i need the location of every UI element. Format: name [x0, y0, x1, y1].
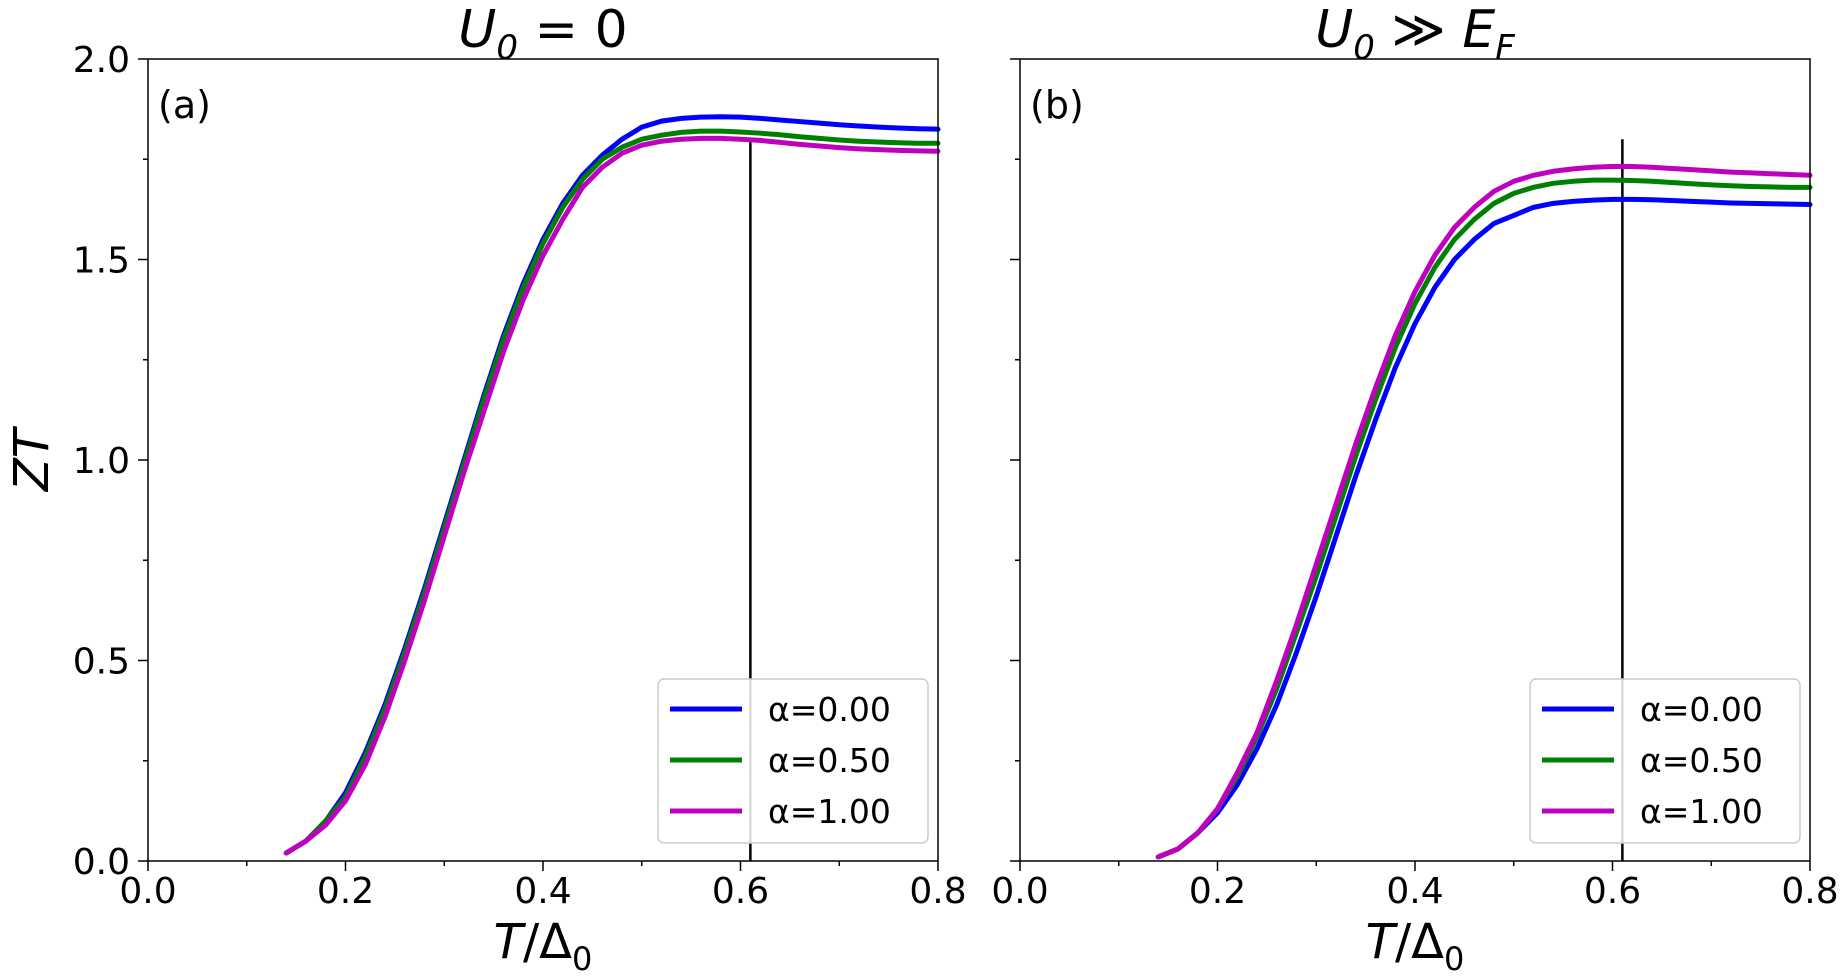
panel-a-series-line-2 [283, 135, 941, 856]
panel-a-legend-box [657, 678, 929, 844]
panel-b-series-line-0 [1155, 196, 1813, 860]
panel-a-title-main: U [458, 0, 496, 60]
panel-a-y-tick-label: 1.0 [73, 441, 130, 482]
panel-a-xlabel-rest: /Δ [523, 914, 572, 970]
panel-b-legend: α=0.00 α=0.50 α=1.00 [1529, 678, 1801, 844]
panel-a-xlabel-sub: 0 [572, 940, 592, 977]
panel-b-y-ticks [1010, 58, 1020, 862]
panel-b-x-tick-label: 0.2 [1189, 871, 1246, 912]
panel-a-xlabel-main: T [494, 914, 527, 970]
panel-b-x-tick-label: 0.8 [1781, 871, 1838, 912]
panel-b-title-sub: 0 [1353, 28, 1375, 68]
panel-a-y-axis-title: ZT [4, 425, 60, 493]
panel-a-legend: α=0.00 α=0.50 α=1.00 [657, 678, 929, 844]
panel-a-x-tick-label: 0.4 [514, 871, 571, 912]
panel-b-x-ticks: 0.0 0.2 0.4 0.6 0.8 [991, 861, 1839, 912]
panel-a-x-ticks: 0.0 0.2 0.4 0.6 0.8 [119, 861, 967, 912]
panel-b-legend-label-0: α=0.00 [1640, 690, 1763, 729]
panel-b-legend-label-2: α=1.00 [1640, 792, 1763, 831]
panel-a-legend-label-0: α=0.00 [768, 690, 891, 729]
panel-a-y-tick-label: 2.0 [73, 40, 130, 81]
panel-b-title-rest: ≫ E [1375, 0, 1495, 60]
panel-a-x-tick-label: 0.2 [317, 871, 374, 912]
panel-b-legend-box [1529, 678, 1801, 844]
panel-a-x-tick-label: 0.8 [909, 871, 966, 912]
panel-b-xlabel-sub: 0 [1444, 940, 1464, 977]
panel-b-title-sub2: F [1495, 28, 1515, 68]
panel-b-x-axis-title: T/Δ0 [1366, 914, 1465, 977]
panel-a-series-line-1 [283, 128, 941, 856]
panel-a-series-lines [283, 114, 941, 856]
panel-a-legend-label-1: α=0.50 [768, 741, 891, 780]
panel-a-x-tick-label: 0.6 [712, 871, 769, 912]
panel-b-series-line-2 [1155, 163, 1813, 860]
panel-b: 0.0 0.2 0.4 0.6 0.8 (b) U0 ≫ EF T/Δ0 α=0.00α… [991, 0, 1838, 977]
panel-a-legend-label-2: α=1.00 [768, 792, 891, 831]
panel-b-xlabel-main: T [1366, 914, 1399, 970]
panel-b-x-tick-label: 0.4 [1386, 871, 1443, 912]
panel-a-y-ticks: 0.0 0.5 1.0 1.5 2.0 [73, 40, 148, 883]
panel-a-label: (a) [158, 83, 211, 127]
panel-a-title-rest: = 0 [518, 0, 628, 60]
panel-a-title: U0 = 0 [458, 0, 627, 68]
panel-b-x-tick-label: 0.6 [1584, 871, 1641, 912]
panel-a: 0.0 0.2 0.4 0.6 0.8 0.00.51.01.52.0 (a) U0 =… [4, 0, 967, 977]
panel-b-title-main: U [1315, 0, 1353, 60]
panel-a-x-tick-label: 0.0 [119, 871, 176, 912]
panel-a-title-sub: 0 [496, 28, 518, 68]
panel-b-series-lines [1155, 163, 1813, 860]
panel-a-y-tick-label: 1.5 [73, 241, 130, 282]
panel-b-xlabel-rest: /Δ [1395, 914, 1444, 970]
panel-a-x-axis-title: T/Δ0 [494, 914, 593, 977]
panel-b-title: U0 ≫ EF [1315, 0, 1515, 68]
panel-b-legend-label-1: α=0.50 [1640, 741, 1763, 780]
panel-a-y-tick-label: 0.0 [73, 842, 130, 883]
panel-b-label: (b) [1030, 83, 1084, 127]
panel-b-x-tick-label: 0.0 [991, 871, 1048, 912]
panel-a-y-tick-label: 0.5 [73, 642, 130, 683]
